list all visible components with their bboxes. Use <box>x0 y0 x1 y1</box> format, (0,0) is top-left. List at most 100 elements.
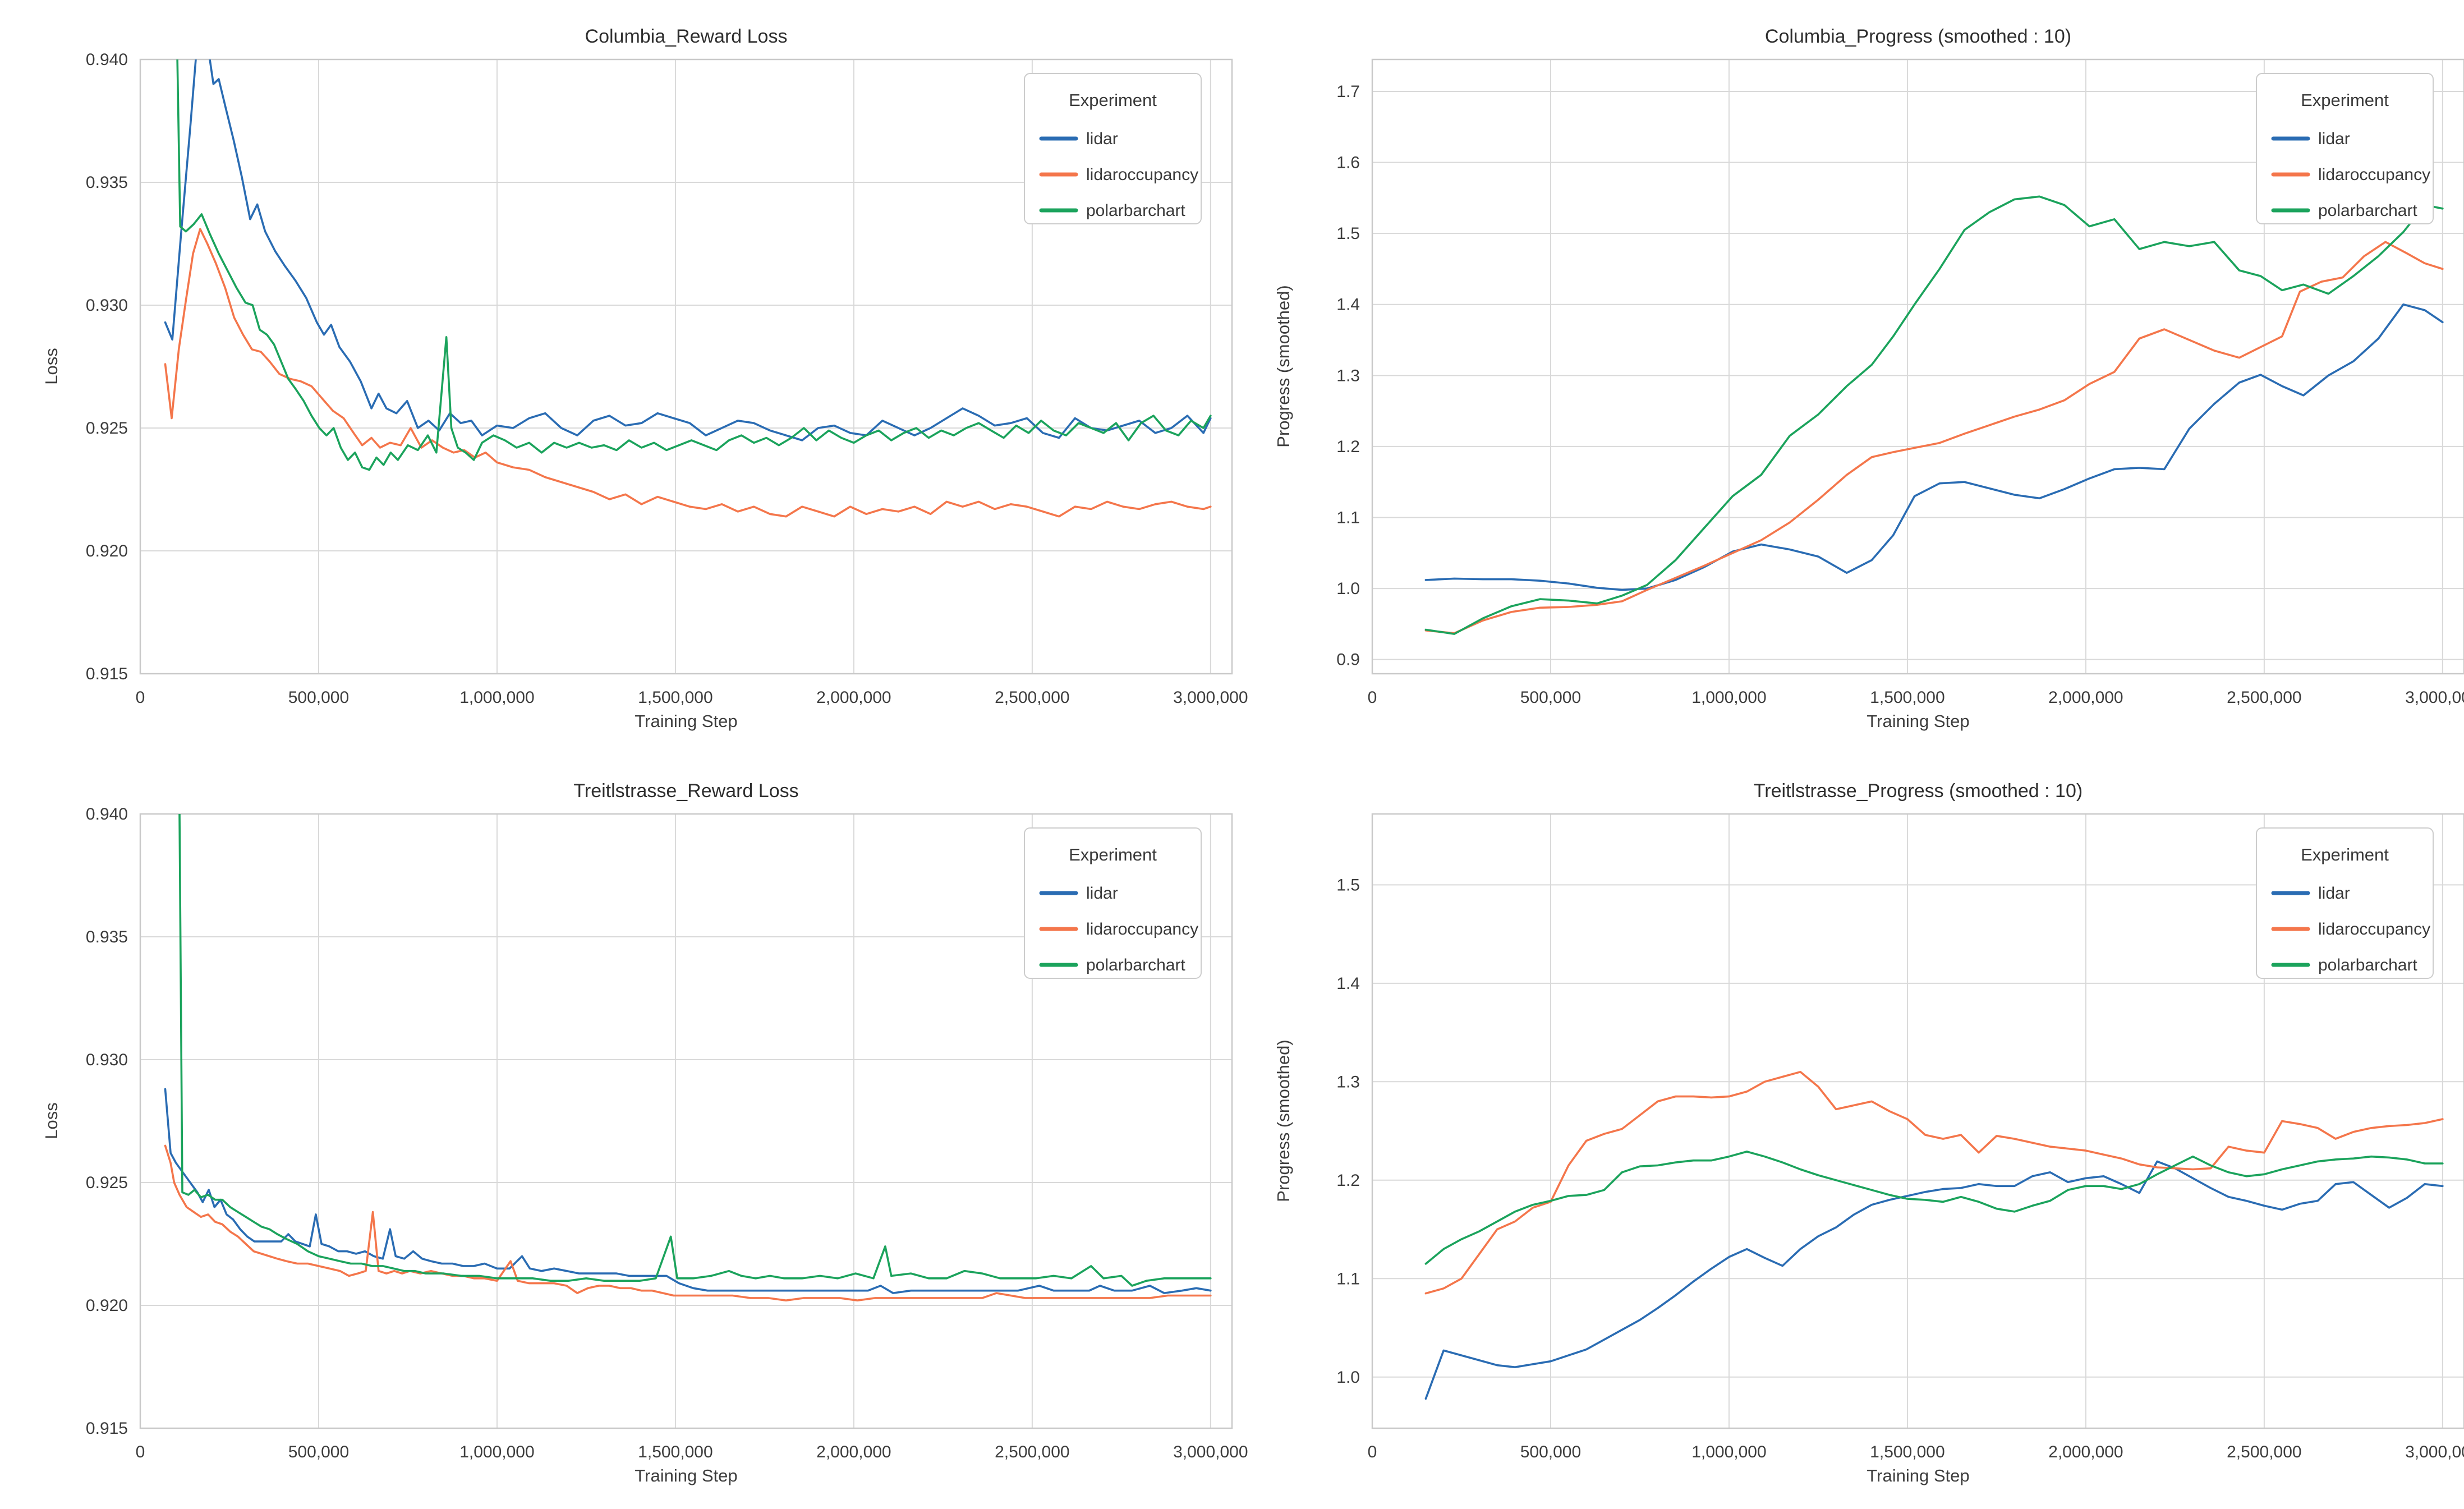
y-tick-label: 1.2 <box>1336 438 1360 456</box>
x-tick-label: 2,500,000 <box>2227 688 2301 707</box>
y-tick-label: 1.6 <box>1336 154 1360 172</box>
y-tick-label: 0.925 <box>86 1174 128 1192</box>
x-tick-label: 1,000,000 <box>1691 688 1766 707</box>
legend-label-polarbarchart: polarbarchart <box>2318 201 2417 220</box>
y-tick-label: 1.4 <box>1336 974 1360 993</box>
x-tick-label: 500,000 <box>288 688 349 707</box>
x-tick-label: 1,500,000 <box>638 1443 712 1461</box>
x-tick-label: 3,000,000 <box>2405 688 2464 707</box>
y-tick-label: 0.915 <box>86 665 128 683</box>
series-line-polarbarchart <box>178 814 1212 1287</box>
y-tick-label: 1.5 <box>1336 876 1360 894</box>
y-tick-label: 1.3 <box>1336 1073 1360 1091</box>
x-tick-label: 500,000 <box>288 1443 349 1461</box>
x-tick-label: 0 <box>136 688 145 707</box>
y-tick-label: 0.925 <box>86 419 128 438</box>
series-group <box>1424 195 2444 635</box>
y-tick-label: 0.930 <box>86 296 128 315</box>
legend: Experiment lidar lidaroccupancy polarbarcha… <box>2256 73 2434 224</box>
x-tick-label: 1,000,000 <box>459 688 534 707</box>
series-line-lidaroccupancy <box>164 1144 1212 1302</box>
chart-title: Columbia_Reward Loss <box>585 26 788 47</box>
y-tick-label: 1.0 <box>1336 579 1360 598</box>
y-tick-label: 0.920 <box>86 542 128 560</box>
y-tick-label: 0.935 <box>86 173 128 192</box>
y-tick-label: 1.1 <box>1336 1269 1360 1288</box>
x-tick-label: 2,000,000 <box>816 1443 891 1461</box>
x-axis-label: Training Step <box>1867 711 1970 731</box>
legend-title: Experiment <box>1069 90 1157 110</box>
y-tick-label: 0.935 <box>86 928 128 946</box>
legend: Experiment lidar lidaroccupancy polarbarcha… <box>2256 827 2434 979</box>
series-line-lidar <box>1424 1160 2444 1400</box>
series-line-lidaroccupancy <box>164 228 1212 518</box>
series-line-lidar <box>164 1088 1212 1294</box>
series-group <box>164 59 1212 518</box>
x-tick-label: 500,000 <box>1520 1443 1581 1461</box>
legend-label-polarbarchart: polarbarchart <box>1086 201 1185 220</box>
y-tick-label: 1.7 <box>1336 82 1360 101</box>
legend-title: Experiment <box>1069 845 1157 864</box>
series-line-polarbarchart <box>1424 195 2444 635</box>
series-line-lidaroccupancy <box>1424 241 2444 634</box>
y-axis-label: Progress (smoothed) <box>1274 1039 1293 1202</box>
legend-title: Experiment <box>2301 845 2389 864</box>
y-axis-label: Loss <box>42 348 61 385</box>
x-tick-label: 1,500,000 <box>1870 1443 1944 1461</box>
chart-treitlstrasse-reward-loss: 0 500,000 1,000,000 1,500,000 2,000,000 2,500… <box>22 763 1254 1509</box>
x-tick-label: 3,000,000 <box>2405 1443 2464 1461</box>
series-group <box>1424 1070 2444 1400</box>
chart-title: Treitlstrasse_Reward Loss <box>573 780 799 802</box>
plot-border <box>1371 58 2464 675</box>
y-tick-label: 1.3 <box>1336 366 1360 385</box>
y-tick-label: 0.9 <box>1336 651 1360 669</box>
x-tick-label: 2,500,000 <box>995 688 1069 707</box>
x-tick-label: 0 <box>1368 1443 1377 1461</box>
legend: Experiment lidar lidaroccupancy polarbarcha… <box>1024 73 1202 224</box>
y-tick-label: 0.915 <box>86 1419 128 1438</box>
x-axis-label: Training Step <box>635 1466 738 1485</box>
chart-treitlstrasse-progress: 0 500,000 1,000,000 1,500,000 2,000,000 2,500… <box>1254 763 2464 1509</box>
chart-columbia-reward-loss: 0 500,000 1,000,000 1,500,000 2,000,000 2,500… <box>22 9 1254 763</box>
plot-border <box>1371 813 2464 1429</box>
x-axis-label: Training Step <box>1867 1466 1970 1485</box>
y-tick-label: 0.930 <box>86 1051 128 1069</box>
legend-title: Experiment <box>2301 90 2389 110</box>
legend-label-lidar: lidar <box>1086 130 1118 148</box>
legend-label-lidaroccupancy: lidaroccupancy <box>2318 165 2430 184</box>
series-group <box>164 814 1212 1302</box>
plot-area-columbia-reward-loss: 0 500,000 1,000,000 1,500,000 2,000,000 2,500… <box>86 50 1248 707</box>
x-tick-label: 0 <box>1368 688 1377 707</box>
x-tick-label: 1,500,000 <box>1870 688 1944 707</box>
legend-box <box>1024 827 1202 979</box>
y-tick-label: 0.920 <box>86 1296 128 1315</box>
chart-title: Columbia_Progress (smoothed : 10) <box>1764 26 2072 47</box>
chart-columbia-progress: 0 500,000 1,000,000 1,500,000 2,000,000 2,500… <box>1254 9 2464 763</box>
chart-title: Treitlstrasse_Progress (smoothed : 10) <box>1753 780 2083 802</box>
legend-label-polarbarchart: polarbarchart <box>2318 956 2417 974</box>
series-line-polarbarchart <box>1424 1151 2444 1265</box>
x-axis-label: Training Step <box>635 711 738 731</box>
y-tick-label: 1.1 <box>1336 509 1360 527</box>
legend: Experiment lidar lidaroccupancy polarbarcha… <box>1024 827 1202 979</box>
plot-border <box>139 58 1233 675</box>
legend-box <box>1024 73 1202 224</box>
legend-label-lidaroccupancy: lidaroccupancy <box>1086 920 1198 938</box>
x-tick-label: 2,000,000 <box>2048 688 2123 707</box>
x-tick-label: 0 <box>136 1443 145 1461</box>
x-tick-label: 1,000,000 <box>459 1443 534 1461</box>
x-tick-label: 2,500,000 <box>995 1443 1069 1461</box>
x-tick-label: 2,000,000 <box>2048 1443 2123 1461</box>
x-tick-label: 3,000,000 <box>1173 688 1248 707</box>
plot-area-columbia-progress: 0 500,000 1,000,000 1,500,000 2,000,000 2,500… <box>1336 58 2464 707</box>
legend-label-lidar: lidar <box>1086 884 1118 903</box>
legend-label-polarbarchart: polarbarchart <box>1086 956 1185 974</box>
x-tick-label: 2,500,000 <box>2227 1443 2301 1461</box>
legend-label-lidaroccupancy: lidaroccupancy <box>1086 165 1198 184</box>
legend-label-lidar: lidar <box>2318 130 2350 148</box>
legend-box <box>2256 827 2434 979</box>
y-tick-label: 1.5 <box>1336 224 1360 243</box>
y-tick-label: 0.940 <box>86 805 128 823</box>
series-line-polarbarchart <box>176 59 1212 471</box>
